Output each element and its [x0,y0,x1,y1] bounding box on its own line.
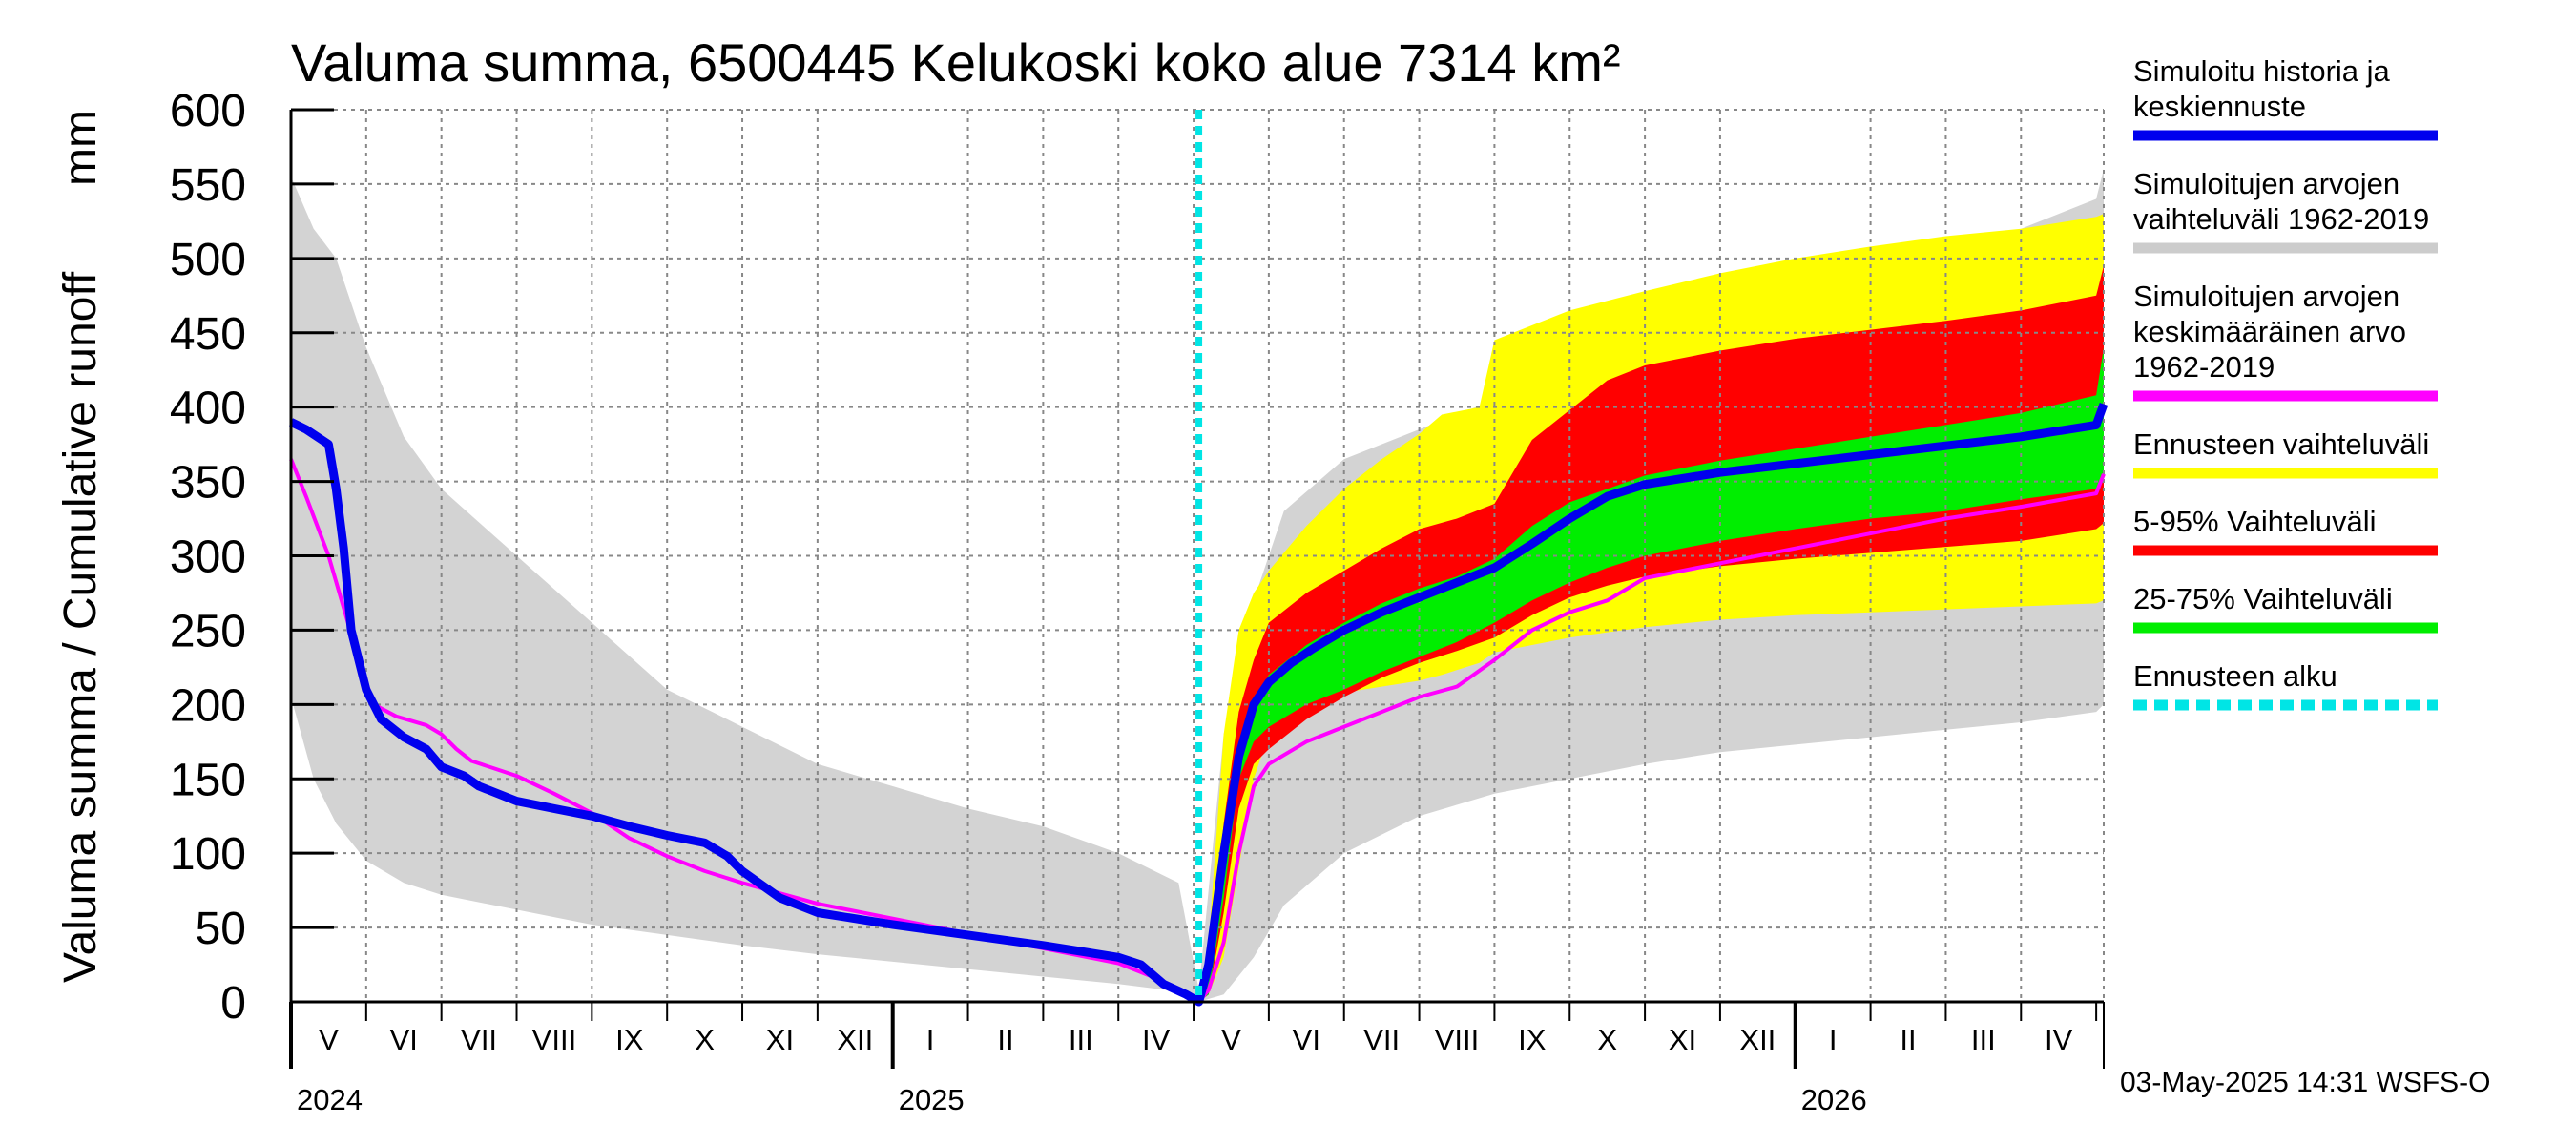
month-label: VII [1363,1023,1400,1056]
axes [289,108,2105,1069]
y-tick-label: 450 [170,309,246,360]
y-tick-labels: 0 50 100 150 200 250 300 350 400 450 500 550 600 [170,86,246,1029]
y-tick-label: 250 [170,606,246,656]
legend-label-simuloitujen-arvojen-keskim-r-inen-arvo-1962-2019: 1962-2019 [2133,350,2275,384]
chart-title: Valuma summa, 6500445 Kelukoski koko alu… [291,32,1621,93]
legend-label-ennusteen-alku: Ennusteen alku [2133,659,2337,693]
month-label: VI [390,1023,418,1056]
month-label: X [1597,1023,1617,1056]
month-label: III [1069,1023,1093,1056]
y-tick-label: 550 [170,160,246,211]
y-tick-label: 100 [170,829,246,880]
y-tick-label: 350 [170,458,246,509]
month-label: IV [2045,1023,2073,1056]
month-label: III [1971,1023,1996,1056]
year-labels: 2024 2025 2026 [297,1083,1867,1116]
legend-label-simuloitu-historia-ja-keskiennuste: keskiennuste [2133,90,2306,123]
month-label: V [319,1023,339,1056]
series-lines [289,110,2109,1007]
legend-label-simuloitujen-arvojen-vaihteluv-li-1962-2019: vaihteluväli 1962-2019 [2133,202,2429,236]
legend-label-simuloitu-historia-ja-keskiennuste: Simuloitu historia ja [2133,54,2391,88]
line-simuloitu-historia-ja-keskiennuste [289,402,2109,1007]
band-25-75-vaihteluv-li [1198,347,2104,1002]
month-label: IV [1142,1023,1171,1056]
legend-label-25-75-vaihteluv-li: 25-75% Vaihteluväli [2133,582,2393,615]
month-label: I [1829,1023,1838,1056]
year-label: 2026 [1801,1083,1867,1116]
month-label: IX [1518,1023,1547,1056]
month-label: VI [1293,1023,1320,1056]
year-label: 2024 [297,1083,363,1116]
y-axis-unit: mm [55,110,106,186]
y-tick-label: 400 [170,384,246,434]
month-label: XI [1669,1023,1696,1056]
month-label: VIII [532,1023,577,1056]
footer-timestamp: 03-May-2025 14:31 WSFS-O [2120,1067,2491,1098]
year-label: 2025 [899,1083,965,1116]
y-tick-label: 200 [170,680,246,731]
month-label: VIII [1435,1023,1480,1056]
month-label: XI [766,1023,794,1056]
y-tick-label: 50 [196,904,246,954]
legend-label-simuloitujen-arvojen-keskim-r-inen-arvo-1962-2019: Simuloitujen arvojen [2133,280,2399,313]
month-label: XII [837,1023,873,1056]
month-label: II [1900,1023,1916,1056]
legend-label-simuloitujen-arvojen-vaihteluv-li-1962-2019: Simuloitujen arvojen [2133,167,2399,200]
month-label: II [997,1023,1013,1056]
month-label: VII [461,1023,497,1056]
month-label: XII [1739,1023,1776,1056]
month-label: IX [615,1023,644,1056]
month-label: X [695,1023,715,1056]
month-labels: V VI VII VIII IX X XI XII I II III IV V VI VII VIII IX X X… [319,1023,2073,1056]
grid-lines [291,109,2105,1002]
month-label: I [926,1023,935,1056]
y-tick-label: 150 [170,755,246,805]
y-tick-label: 500 [170,235,246,285]
y-tick-label: 300 [170,532,246,583]
legend-label-ennusteen-vaihteluv-li: Ennusteen vaihteluväli [2133,427,2429,461]
y-axis-label: Valuma summa / Cumulative runoff [55,271,106,983]
month-label: V [1221,1023,1241,1056]
y-tick-label: 0 [220,978,246,1029]
legend-label-5-95-vaihteluv-li: 5-95% Vaihteluväli [2133,505,2376,538]
y-tick-label: 600 [170,86,246,136]
legend-label-simuloitujen-arvojen-keskim-r-inen-arvo-1962-2019: keskimääräinen arvo [2133,315,2406,348]
